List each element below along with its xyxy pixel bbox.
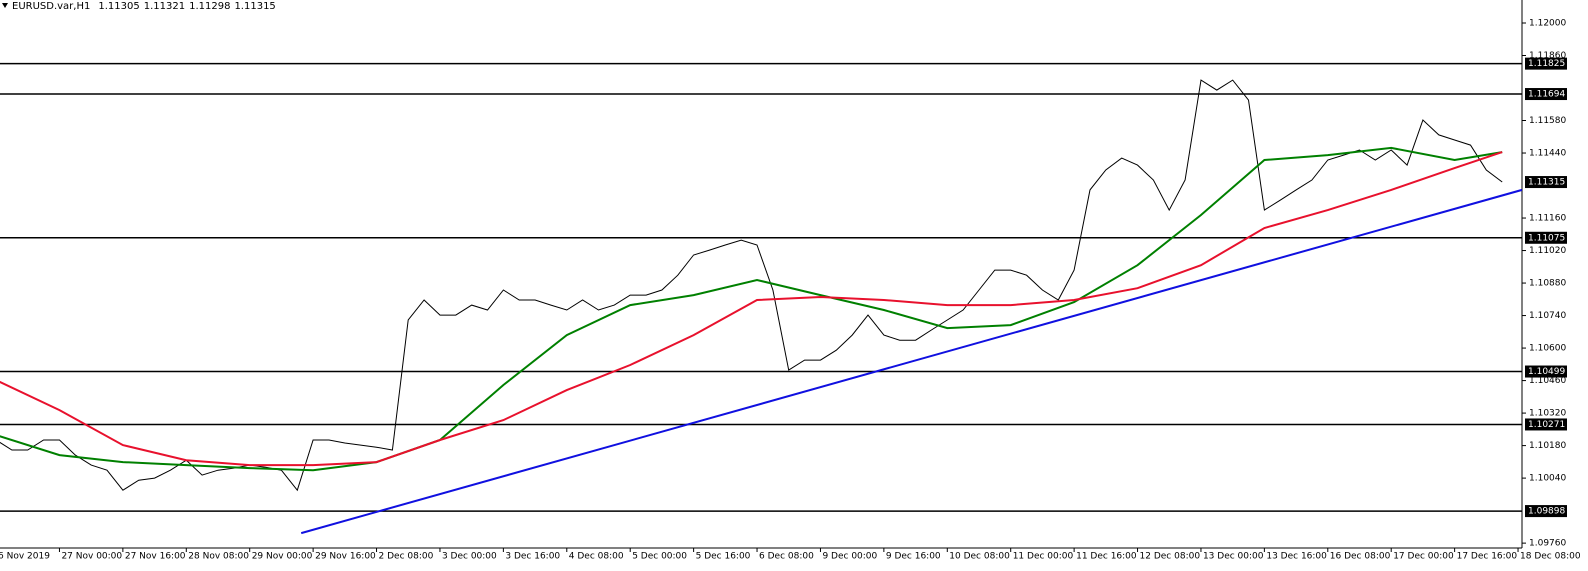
x-tick-label: 5 Dec 00:00 <box>632 552 687 562</box>
ohlc-value: 1.11305 <box>98 1 139 12</box>
plot-area <box>0 62 1522 535</box>
y-tick-label: 1.10320 <box>1529 409 1566 419</box>
level-label: 1.11075 <box>1528 233 1565 243</box>
level-label-bg <box>1525 88 1567 101</box>
y-tick-label: 1.10880 <box>1529 279 1566 289</box>
x-tick-label: 11 Dec 16:00 <box>1076 552 1137 562</box>
level-label: 1.10271 <box>1528 420 1565 430</box>
x-tick-label: 13 Dec 16:00 <box>1266 552 1327 562</box>
level-label: 1.11694 <box>1528 90 1565 100</box>
x-tick-label: 6 Dec 08:00 <box>759 552 814 562</box>
y-tick-label: 1.11860 <box>1529 51 1566 61</box>
x-tick-label: 29 Nov 00:00 <box>252 552 313 562</box>
y-tick-label: 1.09760 <box>1529 539 1566 549</box>
y-tick-label: 1.11580 <box>1529 116 1566 126</box>
moving-average <box>0 146 1503 472</box>
x-tick-label: 10 Dec 08:00 <box>949 552 1010 562</box>
x-tick-label: 16 Dec 08:00 <box>1330 552 1391 562</box>
x-tick-label: 17 Dec 00:00 <box>1393 552 1454 562</box>
x-tick-label: 12 Dec 08:00 <box>1140 552 1201 562</box>
y-tick-label: 1.11020 <box>1529 246 1566 256</box>
x-tick-label: 17 Dec 16:00 <box>1457 552 1518 562</box>
x-tick-label: 5 Dec 16:00 <box>696 552 751 562</box>
level-label: 1.10499 <box>1528 367 1565 377</box>
y-tick-label: 1.10740 <box>1529 311 1566 321</box>
x-tick-label: 9 Dec 00:00 <box>822 552 877 562</box>
moving-average <box>0 151 1503 467</box>
x-tick-label: 9 Dec 16:00 <box>886 552 941 562</box>
x-tick-label: 3 Dec 00:00 <box>442 552 497 562</box>
level-label-bg <box>1525 57 1567 70</box>
level-label-bg <box>1525 418 1567 431</box>
level-label: 1.09898 <box>1528 507 1565 517</box>
y-tick-label: 1.11440 <box>1529 149 1566 159</box>
x-tick-label: 27 Nov 00:00 <box>61 552 122 562</box>
x-tick-label: 27 Nov 16:00 <box>125 552 186 562</box>
y-tick-label: 1.10600 <box>1529 344 1566 354</box>
last-price-bg <box>1525 176 1567 189</box>
x-tick-label: 2 Dec 08:00 <box>379 552 434 562</box>
level-label-bg <box>1525 505 1567 518</box>
x-tick-label: 3 Dec 16:00 <box>505 552 560 562</box>
level-label: 1.11825 <box>1528 59 1565 69</box>
trend-line <box>300 188 1522 535</box>
x-tick-label: 6 Nov 2019 <box>0 552 50 562</box>
symbol: EURUSD.var,H1 <box>12 1 90 12</box>
x-tick-label: 11 Dec 00:00 <box>1013 552 1074 562</box>
y-tick-label: 1.10460 <box>1529 376 1566 386</box>
ohlc-value: 1.11298 <box>189 1 230 12</box>
ohlc-value: 1.11315 <box>234 1 275 12</box>
last-price-label: 1.11315 <box>1528 178 1565 188</box>
level-label-bg <box>1525 365 1567 378</box>
y-tick-label: 1.10180 <box>1529 441 1566 451</box>
y-tick-label: 1.11160 <box>1529 214 1566 224</box>
level-label-bg <box>1525 231 1567 244</box>
ohlc-value: 1.11321 <box>144 1 185 12</box>
x-tick-label: 29 Nov 16:00 <box>315 552 376 562</box>
y-tick-label: 1.12000 <box>1529 18 1566 28</box>
collapse-icon[interactable] <box>2 3 8 8</box>
x-tick-label: 18 Dec 08:00 <box>1520 552 1581 562</box>
y-tick-label: 1.10040 <box>1529 474 1566 484</box>
x-tick-label: 28 Nov 08:00 <box>188 552 249 562</box>
x-tick-label: 13 Dec 00:00 <box>1203 552 1264 562</box>
symbol-header: EURUSD.var,H1 1.11305 1.11321 1.11298 1.1131… <box>12 1 276 12</box>
x-tick-label: 4 Dec 08:00 <box>569 552 624 562</box>
